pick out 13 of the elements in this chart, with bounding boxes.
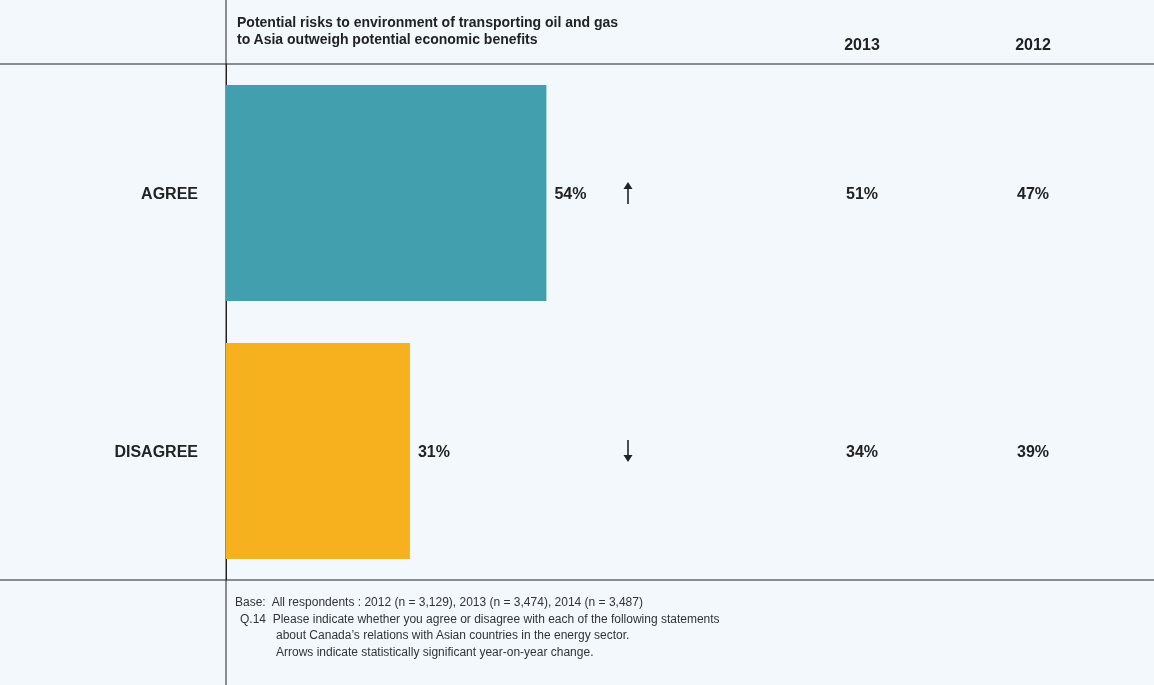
annotation: Base: All respondents : 2012 (n = 3,129), 2013 (n = 3,474), 2014 (n = 3,487)	[235, 594, 643, 611]
y-tick-label: AGREE	[141, 184, 199, 202]
data-label: 31%	[417, 442, 450, 460]
text: 51%	[845, 184, 879, 202]
text: 2013	[844, 35, 880, 53]
data-label: 54%	[554, 184, 587, 202]
annotation: Q.14 Please indicate whether you agree or disagree with each of the following statements about Canada’s relations with Asian countries in the energy sector. Arrows indicate statistically significant year-on-year change.	[240, 610, 720, 660]
text: 2012	[1015, 35, 1051, 53]
text: 34%	[845, 442, 879, 460]
text: 39%	[1016, 442, 1050, 460]
text: 47%	[1016, 184, 1050, 202]
y-tick-label: DISAGREE	[114, 442, 199, 460]
chart-title: Potential risks to environment of transporting oil and gas to Asia outweigh potential economic benefits	[237, 13, 619, 47]
